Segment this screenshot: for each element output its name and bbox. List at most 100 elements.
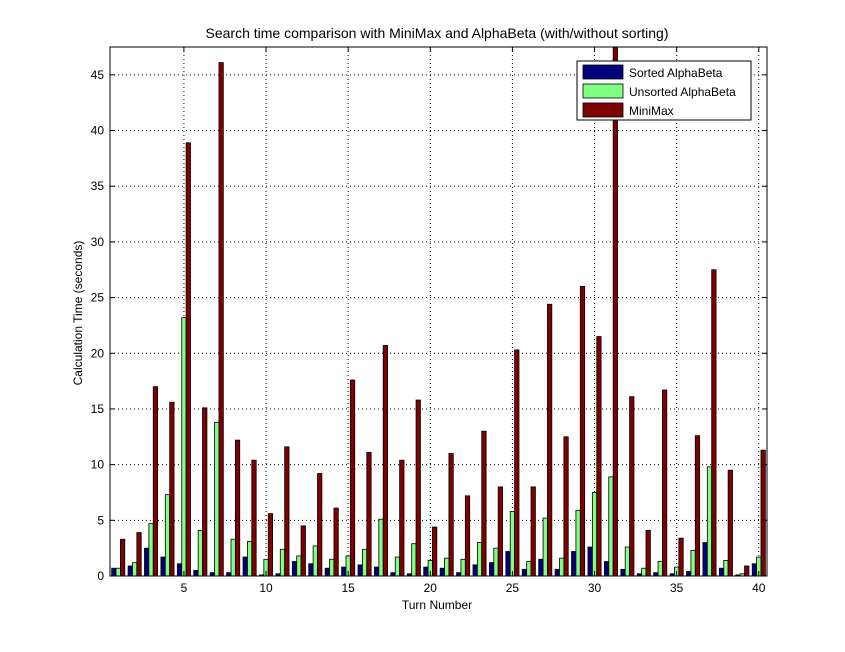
bar [366, 451, 372, 577]
bar [324, 567, 330, 577]
bar [308, 563, 314, 577]
bar [144, 547, 150, 577]
legend-swatch [582, 102, 624, 118]
bar [160, 556, 166, 577]
bar [242, 556, 248, 577]
bar [723, 560, 729, 577]
bar [603, 561, 610, 577]
bar [559, 557, 565, 577]
bar [711, 269, 717, 577]
bar [579, 286, 586, 577]
bar [300, 525, 306, 577]
bar [284, 446, 290, 577]
bar [514, 349, 520, 577]
bar [185, 142, 191, 577]
bar [374, 566, 380, 577]
bar [333, 507, 339, 577]
bar [202, 407, 208, 577]
bar [563, 436, 569, 577]
y-axis-label: Calculation Time (seconds) [71, 241, 85, 386]
bar [526, 561, 532, 577]
y-tick-label: 45 [91, 68, 105, 82]
bar [662, 389, 668, 577]
bars [111, 46, 766, 577]
bar [226, 572, 232, 577]
bar [193, 570, 199, 577]
x-tick-label: 5 [181, 581, 188, 595]
bar [291, 561, 298, 577]
bar [317, 473, 323, 577]
y-tick-label: 25 [91, 291, 105, 305]
y-tick-label: 30 [91, 235, 105, 249]
legend-swatch [582, 83, 624, 99]
bar [251, 459, 257, 577]
bar [329, 558, 335, 577]
x-tick-label: 20 [424, 581, 438, 595]
bar [591, 492, 598, 577]
chart-title: Search time comparison with MiniMax and … [206, 25, 669, 41]
bar [132, 562, 138, 577]
bar [169, 401, 175, 577]
y-tick-label: 40 [91, 124, 105, 138]
bar [312, 545, 318, 577]
bar [686, 571, 692, 577]
bar [247, 541, 253, 577]
bar [411, 543, 417, 577]
bar [234, 439, 241, 577]
bar [120, 538, 126, 577]
legend-label: Sorted AlphaBeta [629, 66, 723, 80]
bar [382, 345, 388, 577]
bar [197, 529, 203, 577]
x-tick-label: 30 [588, 581, 602, 595]
bar [432, 526, 438, 577]
bar [394, 556, 401, 577]
bar [456, 572, 462, 577]
bar [547, 303, 553, 577]
bar [629, 396, 635, 577]
x-tick-label: 40 [752, 581, 766, 595]
bar [399, 459, 405, 577]
bar [164, 494, 171, 577]
x-axis-label: Turn Number [402, 598, 472, 612]
bar [148, 523, 154, 577]
bar [505, 551, 511, 577]
bar [444, 557, 450, 577]
bar [645, 529, 651, 577]
y-tick-label: 10 [91, 458, 105, 472]
bar [538, 558, 544, 577]
bar [596, 336, 602, 577]
x-tick-label: 10 [259, 581, 273, 595]
y-tick-label: 35 [91, 179, 105, 193]
bar [472, 564, 478, 577]
bar [390, 572, 396, 577]
bar [464, 495, 471, 577]
bar [509, 511, 516, 577]
bar [279, 548, 286, 577]
bar [751, 563, 757, 577]
y-tick-label: 15 [91, 402, 105, 416]
bar [641, 567, 647, 577]
bar [530, 486, 536, 577]
bar [439, 567, 445, 577]
bar [727, 469, 733, 577]
plot-frame [109, 46, 768, 577]
legend-swatch [582, 64, 624, 80]
bar [690, 549, 696, 577]
bar [612, 46, 618, 577]
bar [341, 566, 347, 577]
bar [349, 379, 356, 577]
legend-label: MiniMax [629, 104, 674, 118]
y-tick-label: 0 [97, 569, 104, 583]
x-tick-label: 25 [506, 581, 520, 595]
y-tick-label: 20 [91, 346, 105, 360]
grid-lines [110, 47, 767, 576]
bar [115, 567, 121, 577]
x-tick-label: 15 [341, 581, 355, 595]
bar [497, 486, 503, 577]
bar [653, 572, 659, 577]
bar [111, 567, 117, 577]
bar [296, 555, 302, 577]
bar [361, 548, 368, 577]
legend-label: Unsorted AlphaBeta [629, 85, 736, 99]
